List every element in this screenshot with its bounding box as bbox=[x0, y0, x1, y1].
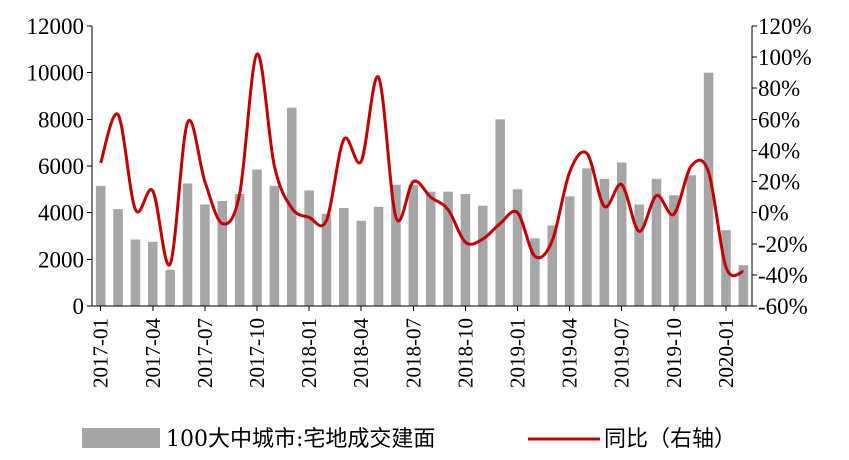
legend-bar-swatch bbox=[82, 428, 160, 448]
x-tick-label: 2017-10 bbox=[245, 318, 269, 388]
right-y-tick-label: -40% bbox=[758, 263, 808, 288]
x-tick-label: 2018-04 bbox=[349, 318, 373, 388]
legend-line-label: 同比（右轴） bbox=[604, 427, 736, 452]
right-y-tick-label: -60% bbox=[758, 294, 808, 319]
x-tick-label: 2018-07 bbox=[401, 318, 425, 388]
bar-2019-01 bbox=[512, 189, 523, 306]
bar-2018-08 bbox=[425, 191, 436, 306]
right-y-tick-label: 80% bbox=[758, 76, 800, 101]
bar-2018-04 bbox=[356, 220, 366, 306]
bar-2018-06 bbox=[391, 184, 401, 306]
bar-2018-11 bbox=[478, 205, 488, 306]
x-tick-label: 2019-01 bbox=[506, 318, 530, 388]
bar-2019-08 bbox=[634, 204, 644, 306]
bar-2017-09 bbox=[234, 194, 245, 306]
legend-bar-label: 100大中城市:宅地成交建面 bbox=[166, 427, 435, 452]
bar-2018-10 bbox=[460, 194, 471, 306]
bar-2019-11 bbox=[686, 175, 696, 306]
right-y-tick-label: 0% bbox=[758, 201, 789, 226]
yoy-line bbox=[99, 52, 744, 278]
right-y-tick-label: 100% bbox=[758, 45, 812, 70]
left-y-tick-labels: 0 2000 4000 6000 8000 10000 12000 bbox=[27, 14, 92, 319]
x-tick-label: 2018-10 bbox=[453, 318, 477, 388]
x-tick-label: 2020-01 bbox=[714, 318, 738, 388]
right-y-tick-labels: -60% -40% -20% 0% 20% 40% 60% 80% 100% 120% bbox=[752, 14, 812, 319]
left-y-tick-label: 0 bbox=[73, 294, 85, 319]
bar-2017-07 bbox=[200, 204, 210, 306]
bar-2019-05 bbox=[582, 168, 592, 306]
bar-2018-05 bbox=[373, 206, 384, 306]
x-tick-label: 2017-07 bbox=[193, 318, 217, 388]
bar-2020-02 bbox=[738, 265, 749, 306]
bar-series bbox=[95, 72, 749, 306]
left-y-tick-label: 6000 bbox=[38, 154, 84, 179]
bar-2019-12 bbox=[703, 72, 714, 306]
bar-2017-10 bbox=[252, 169, 262, 306]
right-y-tick-label: 20% bbox=[758, 170, 800, 195]
bar-2017-08 bbox=[217, 201, 228, 306]
bar-2019-04 bbox=[564, 196, 575, 306]
bar-2018-07 bbox=[408, 184, 419, 306]
bar-2019-09 bbox=[651, 178, 662, 306]
left-y-tick-label: 8000 bbox=[38, 107, 84, 132]
bar-2018-12 bbox=[495, 119, 505, 306]
x-tick-labels: 2017-01 2017-04 2017-07 2017-10 2018-01 2018-… bbox=[89, 306, 738, 388]
bar-2017-05 bbox=[165, 269, 175, 306]
right-y-tick-label: 60% bbox=[758, 107, 800, 132]
bar-2018-02 bbox=[321, 213, 332, 306]
left-y-tick-label: 2000 bbox=[38, 247, 84, 272]
bar-2019-02 bbox=[530, 238, 540, 306]
left-y-tick-label: 10000 bbox=[27, 61, 85, 86]
x-tick-label: 2018-01 bbox=[297, 318, 321, 388]
x-tick-label: 2017-01 bbox=[89, 318, 113, 388]
x-tick-label: 2019-10 bbox=[662, 318, 686, 388]
bar-2019-10 bbox=[669, 195, 679, 306]
left-y-tick-label: 12000 bbox=[27, 14, 85, 39]
bar-2019-06 bbox=[599, 178, 610, 306]
left-y-tick-label: 4000 bbox=[38, 201, 84, 226]
x-tick-label: 2017-04 bbox=[141, 318, 165, 388]
bar-2017-01 bbox=[95, 185, 106, 306]
right-y-tick-label: 120% bbox=[758, 14, 812, 39]
bar-2017-02 bbox=[113, 209, 123, 306]
bar-2018-09 bbox=[443, 191, 453, 306]
line-series bbox=[99, 52, 744, 278]
bar-2019-03 bbox=[547, 225, 558, 306]
bar-2018-03 bbox=[339, 208, 349, 306]
legend: 100大中城市:宅地成交建面 同比（右轴） bbox=[82, 427, 736, 452]
x-tick-label: 2019-04 bbox=[558, 318, 582, 388]
bar-2019-07 bbox=[616, 162, 627, 306]
bar-2017-11 bbox=[269, 185, 280, 306]
bar-2017-03 bbox=[130, 239, 141, 306]
right-y-tick-label: -20% bbox=[758, 232, 808, 257]
bar-2017-04 bbox=[148, 241, 158, 306]
bar-2017-06 bbox=[182, 183, 193, 306]
right-y-tick-label: 40% bbox=[758, 138, 800, 163]
x-tick-label: 2019-07 bbox=[610, 318, 634, 388]
bar-2018-01 bbox=[304, 190, 314, 306]
